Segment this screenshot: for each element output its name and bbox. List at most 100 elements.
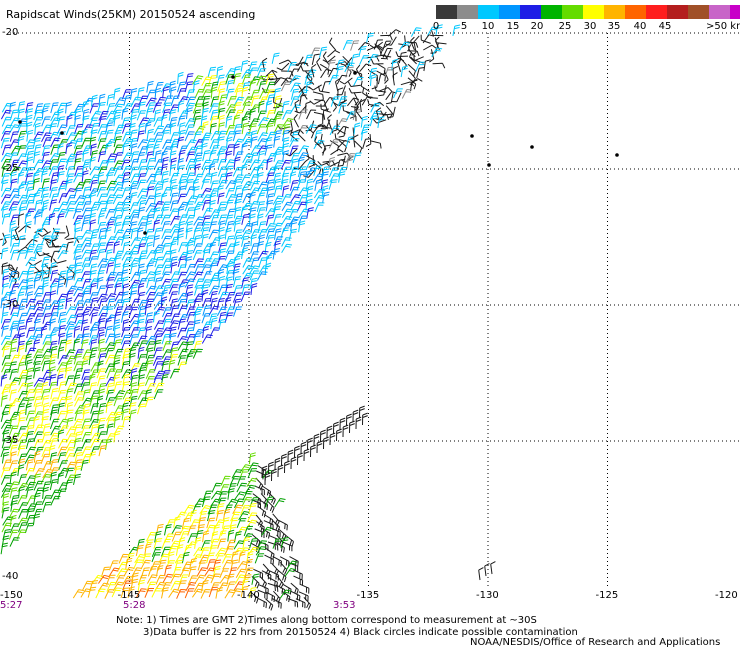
wind-barb	[81, 278, 92, 289]
wind-barb	[48, 166, 59, 177]
wind-barb	[225, 115, 233, 128]
wind-barb	[242, 265, 254, 275]
wind-barb	[193, 115, 202, 127]
wind-barb	[235, 568, 247, 579]
lat-lon-grid	[10, 32, 740, 589]
wind-barb	[359, 55, 370, 65]
wind-barb	[327, 59, 336, 71]
wind-barb	[181, 517, 190, 530]
wind-barb	[184, 81, 194, 93]
wind-barb	[50, 261, 57, 275]
wind-barb	[215, 547, 227, 557]
wind-barb	[113, 214, 123, 226]
wind-barb	[98, 338, 105, 351]
wind-barb	[256, 75, 267, 86]
wind-barb	[97, 258, 109, 268]
wind-barb	[113, 299, 124, 310]
wind-barb	[113, 374, 121, 387]
wind-barb	[17, 517, 28, 528]
wind-barb	[353, 92, 359, 106]
wind-barb	[233, 306, 243, 317]
wind-barb	[0, 542, 9, 555]
wind-barb	[289, 145, 299, 156]
wind-barb	[201, 159, 212, 170]
wind-barb	[137, 255, 147, 267]
wind-barb	[177, 88, 187, 99]
colorbar-swatch	[562, 5, 583, 19]
wind-barb	[200, 179, 210, 190]
wind-barb	[211, 482, 222, 493]
wind-barb	[33, 367, 41, 379]
wind-barb	[106, 153, 117, 163]
wind-barb	[233, 220, 241, 232]
longitude-label: -135	[356, 590, 380, 601]
wind-barb	[153, 320, 165, 330]
wind-barb	[90, 110, 102, 121]
wind-barb	[0, 467, 11, 478]
wind-barb	[1, 179, 9, 192]
wind-barb	[276, 62, 290, 71]
wind-barb	[25, 438, 35, 450]
wind-barb	[18, 409, 26, 422]
wind-barb	[34, 122, 41, 135]
wind-barb	[266, 94, 275, 106]
wind-barb	[210, 171, 218, 184]
wind-barb	[272, 195, 284, 205]
wind-barb	[48, 159, 59, 170]
wind-barb	[266, 157, 273, 170]
wind-barb	[45, 242, 59, 248]
wind-barb	[145, 341, 156, 352]
wind-barb	[33, 276, 41, 289]
wind-barb	[48, 381, 58, 393]
wind-barb	[129, 382, 138, 394]
wind-barb	[217, 107, 226, 120]
wind-barb	[10, 305, 20, 316]
wind-barb	[254, 485, 265, 496]
wind-barb	[97, 582, 110, 592]
wind-barb	[274, 240, 281, 253]
wind-barb	[370, 101, 385, 108]
wind-barb	[362, 138, 371, 150]
wind-barb	[225, 187, 235, 199]
wind-barb	[248, 265, 260, 275]
wind-barb	[241, 142, 248, 155]
wind-barb	[145, 347, 154, 359]
wind-barb	[105, 293, 117, 303]
wind-barb	[57, 389, 67, 401]
wind-barb	[81, 257, 92, 268]
wind-barb	[257, 181, 269, 191]
wind-barb	[303, 597, 312, 610]
wind-barb	[234, 83, 245, 93]
wind-barb	[265, 89, 276, 100]
wind-barb	[34, 402, 42, 414]
wind-barb	[1, 262, 8, 275]
colorbar-swatch	[520, 5, 541, 19]
wind-barb	[1, 437, 11, 449]
wind-barb	[265, 214, 274, 226]
wind-barb	[161, 546, 171, 557]
wind-barb	[289, 104, 301, 114]
wind-barb	[184, 271, 197, 281]
wind-barb	[88, 256, 98, 267]
wind-barb	[130, 237, 142, 247]
wind-barb	[121, 360, 130, 373]
wind-barb	[105, 194, 116, 205]
wind-barb	[105, 389, 115, 401]
wind-barb	[168, 208, 180, 219]
wind-barb	[129, 202, 140, 213]
wind-barb	[120, 159, 131, 170]
wind-barb	[105, 216, 117, 226]
wind-barb	[273, 135, 281, 148]
wind-barb	[0, 374, 8, 387]
wind-barb	[398, 41, 411, 51]
wind-barb	[207, 66, 217, 78]
wind-barb	[128, 402, 137, 414]
wind-barb	[25, 508, 35, 519]
wind-barb	[74, 166, 84, 177]
wind-barb	[225, 125, 236, 135]
wind-barb	[361, 96, 373, 106]
wind-barb	[112, 369, 123, 380]
latitude-label: -40	[2, 571, 19, 582]
wind-barb	[287, 598, 299, 608]
wind-barb	[146, 581, 157, 592]
